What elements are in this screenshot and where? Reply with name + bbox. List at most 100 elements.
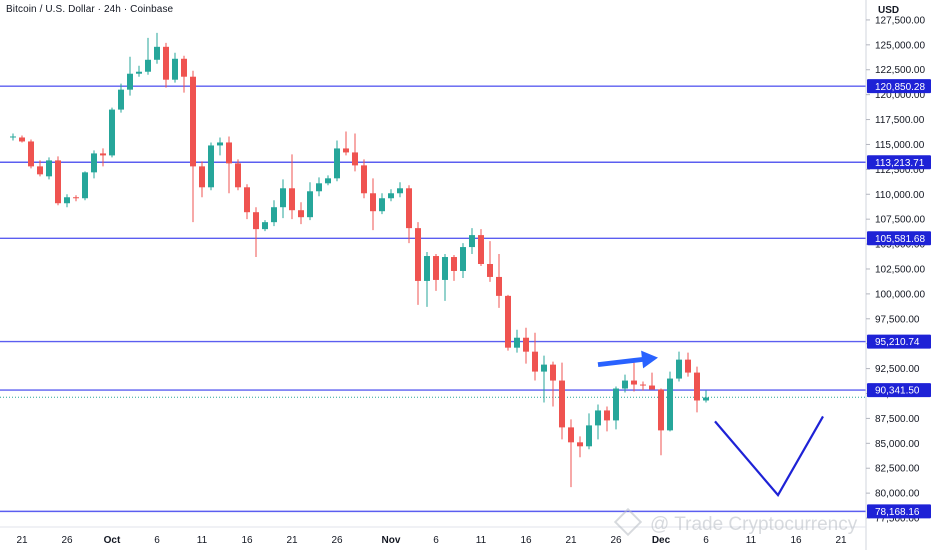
candle-body[interactable] (298, 210, 304, 218)
candle-body[interactable] (397, 188, 403, 194)
candle-body[interactable] (577, 442, 583, 447)
candle-body[interactable] (694, 372, 700, 401)
candle-body[interactable] (244, 187, 250, 213)
candle-body[interactable] (82, 172, 88, 199)
candle-body[interactable] (424, 256, 430, 281)
candle-body[interactable] (415, 228, 421, 281)
candle-body[interactable] (559, 380, 565, 428)
candle-body[interactable] (451, 257, 457, 271)
candle-body[interactable] (262, 222, 268, 230)
candle-body[interactable] (550, 364, 556, 381)
candle-body[interactable] (37, 166, 43, 175)
candle-body[interactable] (325, 178, 331, 184)
x-tick-label: 26 (331, 535, 343, 546)
candle-body[interactable] (172, 58, 178, 80)
candle-body[interactable] (226, 142, 232, 164)
candle-body[interactable] (154, 46, 160, 60)
candle-body[interactable] (163, 46, 169, 80)
candle-body[interactable] (595, 410, 601, 426)
candle-body[interactable] (586, 425, 592, 447)
level-label: 105,581.68 (875, 234, 925, 245)
currency-label[interactable]: USD (878, 5, 900, 16)
projection-path[interactable] (714, 415, 824, 498)
candle-body[interactable] (316, 183, 322, 192)
candle-body[interactable] (10, 136, 16, 138)
candle-body[interactable] (532, 351, 538, 372)
candle-body[interactable] (604, 410, 610, 421)
candle-body[interactable] (199, 166, 205, 188)
candle-body[interactable] (442, 257, 448, 280)
candle-body[interactable] (343, 148, 349, 153)
x-tick-label: 11 (197, 535, 208, 546)
candle-body[interactable] (406, 188, 412, 229)
candle-body[interactable] (370, 193, 376, 212)
candle-body[interactable] (496, 276, 502, 296)
candle-body[interactable] (613, 388, 619, 421)
x-tick-label: 21 (565, 535, 577, 546)
arrow-annotation[interactable] (597, 350, 658, 369)
candle-body[interactable] (649, 385, 655, 390)
candle-body[interactable] (505, 295, 511, 348)
candle-body[interactable] (469, 235, 475, 248)
y-tick-label: 100,000.00 (875, 289, 925, 300)
y-tick-label: 80,000.00 (875, 489, 920, 500)
candle-body[interactable] (181, 58, 187, 77)
candle-body[interactable] (631, 380, 637, 385)
candle-body[interactable] (289, 188, 295, 211)
candle-body[interactable] (658, 389, 664, 431)
level-label-bg (867, 383, 931, 398)
candle-body[interactable] (19, 137, 25, 142)
candle-body[interactable] (136, 71, 142, 74)
candle-body[interactable] (118, 89, 124, 110)
candle-body[interactable] (190, 76, 196, 167)
candle-body[interactable] (334, 148, 340, 179)
candle-body[interactable] (433, 256, 439, 280)
candle-body[interactable] (253, 212, 259, 230)
x-tick-label: 21 (16, 535, 28, 546)
x-tick-label: 16 (241, 535, 253, 546)
x-tick-label: Nov (382, 535, 401, 546)
candle-body[interactable] (73, 197, 79, 199)
candle-body[interactable] (622, 380, 628, 389)
candle-body[interactable] (91, 153, 97, 173)
x-tick-label: 11 (476, 535, 487, 546)
candle-body[interactable] (208, 145, 214, 188)
candle-body[interactable] (271, 207, 277, 223)
candle-body[interactable] (217, 142, 223, 146)
candle-body[interactable] (100, 153, 106, 156)
candle-body[interactable] (235, 163, 241, 188)
candle-body[interactable] (514, 337, 520, 348)
candle-body[interactable] (361, 165, 367, 194)
candle-body[interactable] (640, 384, 646, 386)
candle-body[interactable] (685, 359, 691, 373)
y-tick-label: 117,500.00 (875, 115, 925, 126)
candle-body[interactable] (127, 73, 133, 90)
candle-body[interactable] (280, 188, 286, 208)
candle-body[interactable] (478, 235, 484, 264)
candle-body[interactable] (541, 364, 547, 372)
candle-body[interactable] (109, 109, 115, 156)
y-tick-label: 85,000.00 (875, 439, 920, 450)
candle-body[interactable] (523, 337, 529, 352)
candle-body[interactable] (487, 263, 493, 277)
y-tick-label: 102,500.00 (875, 264, 925, 275)
candle-body[interactable] (64, 197, 70, 204)
candle-body[interactable] (28, 141, 34, 167)
candle-body[interactable] (388, 193, 394, 199)
candle-body[interactable] (460, 247, 466, 271)
candle-body[interactable] (568, 427, 574, 443)
y-tick-label: 82,500.00 (875, 464, 920, 475)
candle-body[interactable] (667, 378, 673, 431)
candle-body[interactable] (145, 59, 151, 72)
candle-body[interactable] (379, 198, 385, 212)
candle-body[interactable] (46, 160, 52, 177)
candle-body[interactable] (703, 397, 709, 401)
candle-body[interactable] (307, 191, 313, 218)
candle-body[interactable] (676, 359, 682, 379)
level-label: 120,850.28 (875, 82, 925, 93)
x-tick-label: 6 (433, 535, 439, 546)
candle-body[interactable] (55, 160, 61, 204)
candle-body[interactable] (352, 152, 358, 166)
